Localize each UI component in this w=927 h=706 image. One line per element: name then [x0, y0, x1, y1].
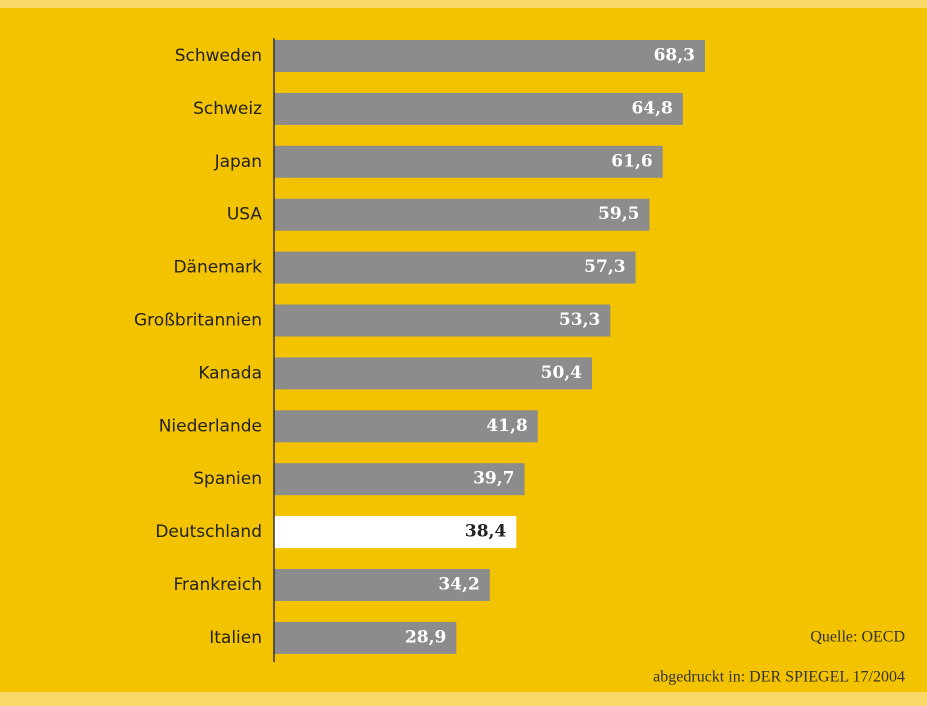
value-label: 28,9 [405, 627, 446, 647]
bar [274, 410, 538, 443]
bar [274, 463, 525, 496]
value-label: 41,8 [486, 416, 527, 436]
value-label: 50,4 [541, 363, 583, 383]
bar [274, 251, 636, 284]
bar [274, 516, 517, 549]
category-label: Dänemark [173, 258, 262, 278]
bar [274, 621, 457, 654]
category-label: Italien [209, 628, 262, 648]
value-label: 57,3 [584, 257, 625, 277]
category-label: Kanada [198, 363, 262, 383]
category-label: USA [227, 205, 263, 225]
bar [274, 92, 683, 125]
bar [274, 198, 650, 231]
category-label: Deutschland [155, 522, 262, 542]
value-label: 61,6 [611, 151, 652, 171]
bottom-strip [0, 692, 927, 706]
top-strip [0, 0, 927, 8]
bar [274, 304, 611, 337]
bar [274, 40, 705, 72]
category-label: Spanien [193, 469, 262, 489]
print-note: abgedruckt in: DER SPIEGEL 17/2004 [653, 669, 905, 686]
value-label: 68,3 [654, 46, 695, 66]
category-label: Großbritannien [134, 311, 262, 331]
source-note: Quelle: OECD [810, 629, 905, 646]
bar [274, 357, 593, 390]
value-label: 34,2 [438, 575, 479, 595]
bar [274, 569, 490, 601]
category-label: Schweden [175, 46, 262, 66]
category-label: Niederlande [159, 416, 262, 436]
bar [274, 145, 663, 178]
value-label: 64,8 [631, 98, 672, 118]
category-label: Japan [214, 152, 262, 172]
value-label: 59,5 [598, 204, 639, 224]
value-label: 38,4 [465, 522, 507, 542]
category-label: Schweiz [193, 99, 262, 119]
category-label: Frankreich [174, 575, 263, 595]
value-label: 53,3 [559, 310, 600, 330]
value-label: 39,7 [473, 469, 514, 489]
